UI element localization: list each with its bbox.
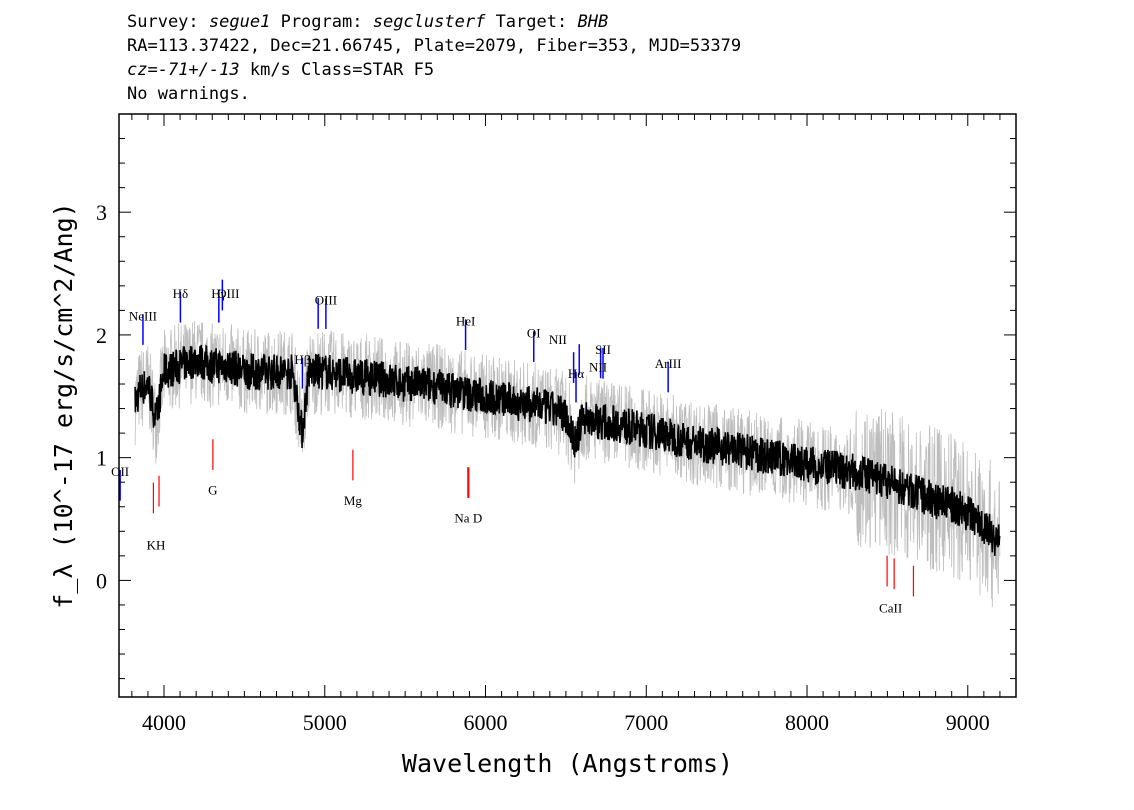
axis-ticks <box>119 114 1017 697</box>
program-label: Program: <box>280 12 363 32</box>
cz-value: -71+/-13 <box>157 60 240 80</box>
survey-value: segue1 <box>208 12 271 32</box>
emission-label-2: Hδ <box>173 286 189 301</box>
emission-label-8: OI <box>527 325 541 340</box>
spectral-line-markers <box>119 279 915 597</box>
emission-label-6: OIII <box>315 292 337 307</box>
axis-tick-labels: 4000 5000 6000 7000 8000 9000 0 1 2 3 <box>96 200 990 735</box>
cz-rest: km/s Class=STAR F5 <box>239 60 435 80</box>
cz-label: cz= <box>127 60 158 80</box>
y-tick-label-0: 0 <box>96 568 107 593</box>
header-line-4: No warnings. <box>127 84 250 104</box>
emission-label-5: Hβ <box>294 352 310 367</box>
emission-label-13: ArIII <box>655 356 682 371</box>
target-value: BHB <box>577 12 609 32</box>
emission-label-7: HeI <box>456 313 476 328</box>
x-axis-title: Wavelength (Angstroms) <box>402 749 733 778</box>
x-tick-label-3: 7000 <box>624 710 668 735</box>
emission-label-3: Hγ <box>211 286 226 301</box>
x-tick-label-2: 6000 <box>464 710 508 735</box>
header-line-1: Survey: segue1 Program: segclusterf Targ… <box>127 10 741 34</box>
plot-frame <box>118 113 1017 698</box>
emission-label-12: NII <box>589 360 607 375</box>
x-tick-label-5: 9000 <box>946 710 990 735</box>
emission-label-9: NII <box>549 332 567 347</box>
emission-label-1: NeIII <box>129 308 157 323</box>
flux-trace <box>134 344 1001 556</box>
absorption-label-4: CaII <box>879 600 902 615</box>
y-tick-label-2: 2 <box>96 323 107 348</box>
emission-label-10: Hα <box>568 366 584 381</box>
header-line-3: cz=-71+/-13 km/s Class=STAR F5 <box>127 58 741 82</box>
y-tick-label-3: 3 <box>96 200 107 225</box>
survey-label: Survey: <box>127 12 199 32</box>
y-tick-label-1: 1 <box>96 446 107 471</box>
target-label: Target: <box>495 12 568 32</box>
x-tick-label-1: 5000 <box>303 710 347 735</box>
absorption-label-1: G <box>208 482 217 497</box>
emission-label-0: OII <box>111 464 129 479</box>
header-line-2: RA=113.37422, Dec=21.66745, Plate=2079, … <box>127 36 742 56</box>
x-tick-label-0: 4000 <box>142 710 186 735</box>
program-value: segclusterf <box>372 12 486 32</box>
spectrum-header: Survey: segue1 Program: segclusterf Targ… <box>127 10 741 106</box>
flux-series <box>134 344 1001 556</box>
emission-label-4: OIII <box>217 286 239 301</box>
x-tick-label-4: 8000 <box>785 710 829 735</box>
y-axis-title: f_λ (10^-17 erg/s/cm^2/Ang) <box>49 202 78 608</box>
absorption-label-3: Na D <box>454 510 482 525</box>
absorption-label-0: KH <box>147 538 166 553</box>
emission-label-11: SII <box>595 342 611 357</box>
absorption-label-2: Mg <box>344 493 363 508</box>
